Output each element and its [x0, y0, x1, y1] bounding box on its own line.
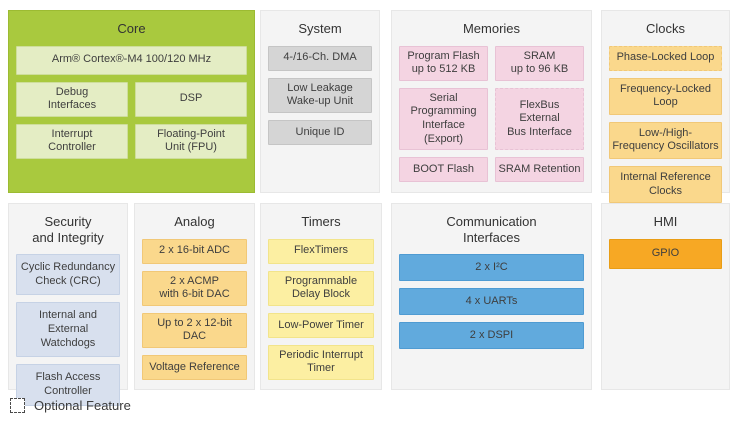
block-dma: 4-/16-Ch. DMA: [268, 45, 372, 71]
panel-clocks-title: Clocks: [645, 21, 685, 36]
block-adc: 2 x 16-bit ADC: [142, 238, 247, 264]
block-floating-point-unit: Floating-Point Unit (FPU): [135, 123, 247, 160]
panel-core: Core Arm® Cortex®-M4 100/120 MHz Debug I…: [8, 10, 255, 193]
block-programmable-delay-block: Programmable Delay Block: [268, 270, 374, 306]
block-low-power-timer: Low-Power Timer: [268, 312, 374, 338]
hmi-block-stack: GPIO: [609, 238, 722, 269]
optional-feature-label: Optional Feature: [34, 398, 131, 413]
panel-memories-title: Memories: [462, 21, 521, 36]
block-uarts: 4 x UARTs: [399, 288, 584, 316]
block-dac: Up to 2 x 12-bit DAC: [142, 312, 247, 349]
optional-feature-swatch-icon: [10, 398, 25, 413]
block-sram-retention: SRAM Retention: [495, 157, 584, 183]
panel-system-title: System: [298, 21, 342, 36]
block-acmp: 2 x ACMP with 6-bit DAC: [142, 270, 247, 306]
block-low-leakage-wakeup: Low Leakage Wake-up Unit: [268, 77, 372, 113]
block-internal-reference-clocks: Internal Reference Clocks: [609, 166, 722, 204]
panel-timers-title: Timers: [301, 214, 341, 229]
panel-hmi: HMI GPIO: [601, 203, 730, 390]
block-low-high-frequency-oscillators: Low-/High- Frequency Oscillators: [609, 121, 722, 160]
panel-hmi-title: HMI: [653, 214, 678, 229]
memories-block-grid: Program Flash up to 512 KB SRAM up to 96…: [399, 45, 584, 183]
optional-feature-legend: Optional Feature: [10, 398, 131, 413]
block-unique-id: Unique ID: [268, 119, 372, 145]
panel-clocks: Clocks Phase-Locked Loop Frequency-Locke…: [601, 10, 730, 204]
panel-security-title: Security and Integrity: [32, 214, 104, 245]
block-sram: SRAM up to 96 KB: [495, 45, 584, 81]
panel-timers: Timers FlexTimers Programmable Delay Blo…: [260, 203, 382, 390]
panel-core-title: Core: [117, 21, 146, 36]
block-dsp: DSP: [135, 81, 247, 117]
clocks-block-stack: Phase-Locked Loop Frequency-Locked Loop …: [609, 45, 722, 204]
block-periodic-interrupt-timer: Periodic Interrupt Timer: [268, 344, 374, 381]
block-dspi: 2 x DSPI: [399, 322, 584, 350]
analog-block-stack: 2 x 16-bit ADC 2 x ACMP with 6-bit DAC U…: [142, 238, 247, 381]
block-frequency-locked-loop: Frequency-Locked Loop: [609, 77, 722, 115]
block-crc: Cyclic Redundancy Check (CRC): [16, 254, 120, 296]
block-phase-locked-loop: Phase-Locked Loop: [609, 45, 722, 71]
block-serial-programming-interface: Serial Programming Interface (Export): [399, 87, 488, 151]
block-arm-cortex-m4: Arm® Cortex®-M4 100/120 MHz: [16, 45, 247, 75]
block-voltage-reference: Voltage Reference: [142, 355, 247, 381]
block-flextimers: FlexTimers: [268, 238, 374, 264]
security-block-stack: Cyclic Redundancy Check (CRC) Internal a…: [16, 254, 120, 406]
block-program-flash: Program Flash up to 512 KB: [399, 45, 488, 81]
core-block-grid: Arm® Cortex®-M4 100/120 MHz Debug Interf…: [16, 45, 247, 160]
block-debug-interfaces: Debug Interfaces: [16, 81, 128, 117]
block-flexbus-external-bus-interface: FlexBus External Bus Interface: [495, 87, 584, 151]
block-watchdogs: Internal and External Watchdogs: [16, 302, 120, 358]
block-interrupt-controller: Interrupt Controller: [16, 123, 128, 160]
panel-communication-interfaces: Communication Interfaces 2 x I²C 4 x UAR…: [391, 203, 592, 390]
block-flash-access-controller: Flash Access Controller: [16, 364, 120, 406]
panel-memories: Memories Program Flash up to 512 KB SRAM…: [391, 10, 592, 193]
panel-analog: Analog 2 x 16-bit ADC 2 x ACMP with 6-bi…: [134, 203, 255, 390]
timers-block-stack: FlexTimers Programmable Delay Block Low-…: [268, 238, 374, 381]
comm-block-stack: 2 x I²C 4 x UARTs 2 x DSPI: [399, 254, 584, 350]
system-block-stack: 4-/16-Ch. DMA Low Leakage Wake-up Unit U…: [268, 45, 372, 145]
block-i2c: 2 x I²C: [399, 254, 584, 282]
block-boot-flash: BOOT Flash: [399, 157, 488, 183]
panel-analog-title: Analog: [174, 214, 215, 229]
panel-security-and-integrity: Security and Integrity Cyclic Redundancy…: [8, 203, 128, 406]
block-gpio: GPIO: [609, 238, 722, 269]
panel-comm-title: Communication Interfaces: [446, 214, 537, 245]
panel-system: System 4-/16-Ch. DMA Low Leakage Wake-up…: [260, 10, 380, 193]
